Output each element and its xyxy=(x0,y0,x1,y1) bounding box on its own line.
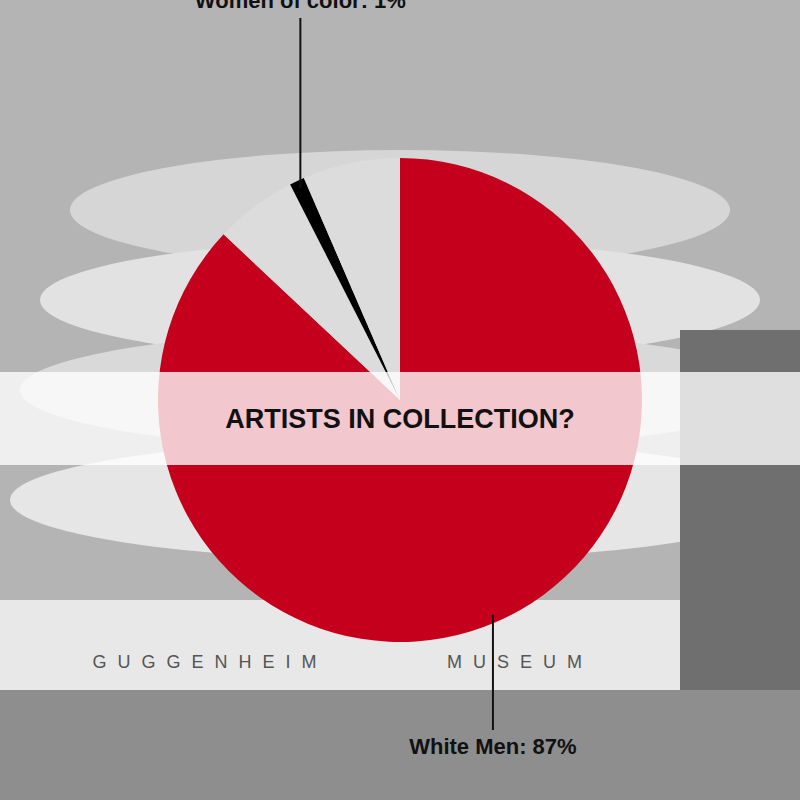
svg-text:MUSEUM: MUSEUM xyxy=(447,652,593,672)
svg-text:White Men: 87%: White Men: 87% xyxy=(409,734,576,759)
svg-text:ARTISTS IN COLLECTION?: ARTISTS IN COLLECTION? xyxy=(225,404,574,434)
svg-text:Women of color: 1%: Women of color: 1% xyxy=(195,0,406,13)
svg-text:GUGGENHEIM: GUGGENHEIM xyxy=(92,652,327,672)
